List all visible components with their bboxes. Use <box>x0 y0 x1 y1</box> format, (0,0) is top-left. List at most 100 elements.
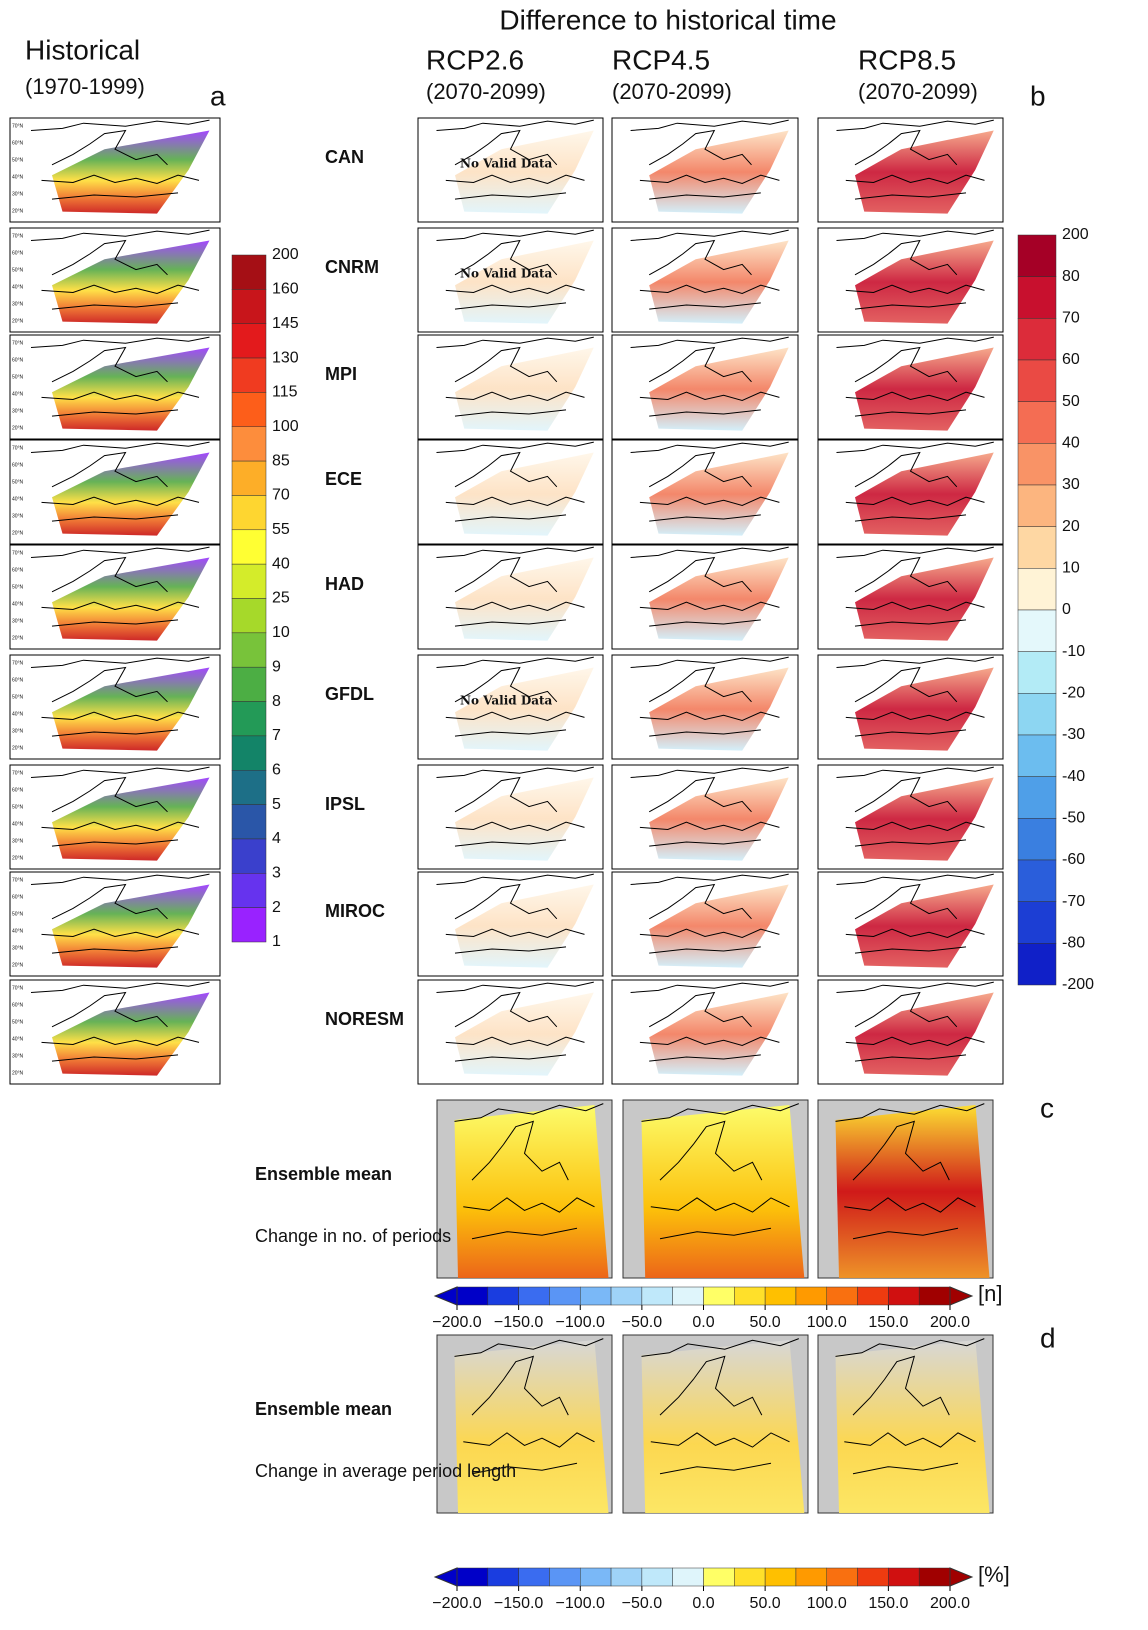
model-label: NORESM <box>325 1009 404 1029</box>
map-data-field <box>649 992 789 1076</box>
ensemble-title: Ensemble mean <box>255 1399 392 1419</box>
coastline <box>471 1227 578 1240</box>
scenario-period: (2070-2099) <box>426 79 546 104</box>
coastline <box>41 1036 200 1047</box>
map-data-field <box>52 557 210 641</box>
colorbar-label: 85 <box>272 452 290 469</box>
lat-label: 60°N <box>12 894 24 900</box>
coastline <box>630 766 789 778</box>
colorbar-segment <box>231 804 267 840</box>
lat-label: 30°N <box>12 191 24 197</box>
colorbar-label: 0 <box>1062 601 1071 618</box>
lat-label: 50°N <box>12 804 24 810</box>
coastline <box>454 946 567 954</box>
coastline <box>852 1227 959 1240</box>
map-data-field <box>855 130 994 214</box>
coastline <box>845 601 985 612</box>
model-label: GFDL <box>325 684 374 704</box>
colorbar-label: 6 <box>272 761 281 778</box>
map-data-field <box>649 557 789 641</box>
lat-label: 60°N <box>12 567 24 573</box>
lat-label: 60°N <box>12 357 24 363</box>
coastline <box>659 1227 772 1240</box>
colorbar-label: 50.0 <box>750 1595 781 1612</box>
coastline <box>854 946 967 954</box>
coastline <box>854 451 958 488</box>
coastline <box>30 546 210 558</box>
colorbar-label: 50 <box>1062 393 1080 410</box>
colorbar-segment <box>231 254 267 290</box>
map-data-field <box>649 667 789 751</box>
colorbar-segment <box>231 873 267 908</box>
lat-label: 40°N <box>12 601 24 607</box>
coastline <box>454 991 558 1028</box>
colorbar-label: 145 <box>272 315 299 332</box>
colorbar-segment <box>1017 651 1057 694</box>
coastline <box>471 1462 578 1475</box>
colorbar-segment <box>518 1286 550 1306</box>
lat-label: 20°N <box>12 425 24 431</box>
ensemble-description: Change in average period length <box>255 1461 516 1481</box>
map-data-field <box>835 1340 990 1513</box>
map-data-field <box>455 667 594 751</box>
scenario-name: RCP2.6 <box>426 44 524 75</box>
colorbar-label: -60 <box>1062 851 1085 868</box>
coastline <box>436 546 594 558</box>
colorbar-segment <box>1017 526 1057 569</box>
map-data-field <box>855 992 994 1076</box>
coastline <box>471 1355 569 1416</box>
coastline <box>650 1432 790 1448</box>
lat-label: 20°N <box>12 635 24 641</box>
model-label: CAN <box>325 147 364 167</box>
map-data-field <box>855 240 994 324</box>
coastline <box>649 302 761 310</box>
coastline <box>436 656 594 668</box>
lat-label: 20°N <box>12 962 24 968</box>
coastline <box>854 129 958 166</box>
coastline <box>454 239 558 276</box>
colorbar-label: 40 <box>272 555 290 572</box>
lat-label: 60°N <box>12 1002 24 1008</box>
coastline <box>659 1355 763 1416</box>
colorbar-label: 2 <box>272 899 281 916</box>
coastline <box>41 284 200 295</box>
colorbar-label: 50.0 <box>750 1314 781 1331</box>
coastline <box>835 1103 985 1122</box>
coastline <box>445 821 585 832</box>
colorbar-segment <box>1017 859 1057 902</box>
coastline <box>639 391 780 402</box>
colorbar-label: −150.0 <box>494 1314 543 1331</box>
coastline <box>845 711 985 722</box>
coastline <box>852 1355 950 1416</box>
coastline <box>659 1462 772 1475</box>
colorbar-segment <box>231 529 267 565</box>
map-data-field <box>649 240 789 324</box>
colorbar-segment <box>231 357 267 393</box>
colorbar-label: −200.0 <box>432 1314 481 1331</box>
map-data-field <box>455 884 594 968</box>
coastline <box>630 656 789 668</box>
colorbar-label: −100.0 <box>556 1595 605 1612</box>
coastline <box>836 981 994 993</box>
coastline <box>445 391 585 402</box>
coastline <box>51 556 168 593</box>
colorbar-label: 160 <box>272 281 299 298</box>
coastline <box>51 776 168 813</box>
coastline <box>30 981 210 993</box>
coastline <box>41 601 200 612</box>
scenario-period: (2070-2099) <box>858 79 978 104</box>
coastline <box>649 409 761 417</box>
coastline <box>51 991 168 1028</box>
colorbar-segment <box>456 1286 489 1306</box>
lat-label: 50°N <box>12 1019 24 1025</box>
lat-label: 20°N <box>12 318 24 324</box>
coastline <box>639 1036 780 1047</box>
lat-label: 20°N <box>12 530 24 536</box>
colorbar-segment <box>231 323 267 359</box>
coastline <box>854 729 967 737</box>
model-label: ECE <box>325 469 362 489</box>
coastline <box>41 496 200 507</box>
no-data-label: No Valid Data <box>460 694 553 708</box>
lat-label: 40°N <box>12 284 24 290</box>
colorbar-label: 55 <box>272 521 290 538</box>
